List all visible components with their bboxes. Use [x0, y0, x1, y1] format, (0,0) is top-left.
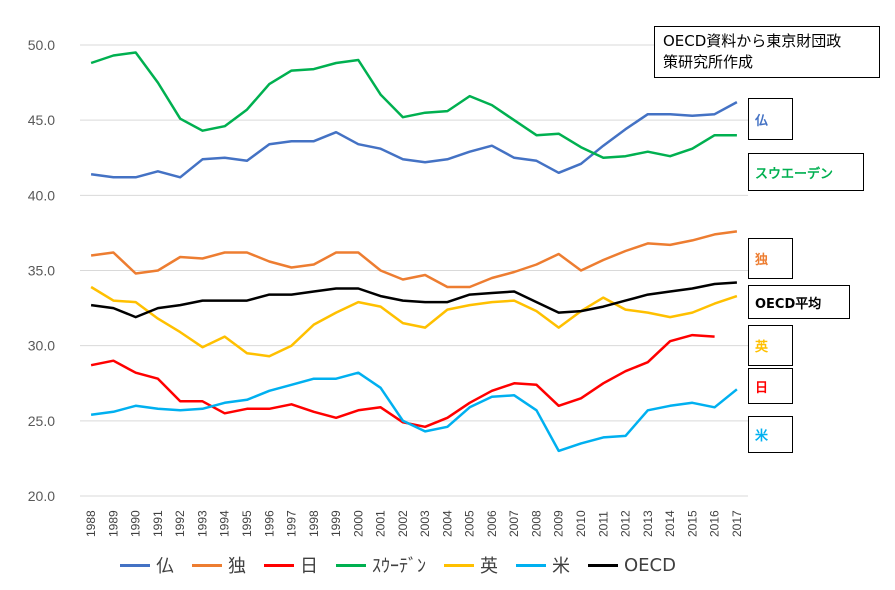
legend-label: 日	[300, 556, 318, 577]
legend-swatch	[264, 563, 294, 567]
x-tick-label: 1999	[329, 510, 343, 537]
legend-item-uk: 英	[444, 552, 498, 578]
x-axis-ticks: 1988 1989 1990 1991 1992 1993 1994 1995 1996 1997…	[84, 510, 744, 537]
legend-label: ｽｳｰﾃﾞﾝ	[372, 556, 426, 577]
legend-swatch	[588, 563, 618, 567]
label-japan: 日	[748, 368, 793, 404]
x-tick-label: 2011	[596, 511, 610, 537]
x-tick-label: 2017	[730, 510, 744, 537]
series-line-3	[90, 51, 737, 160]
y-tick-label: 25.0	[28, 413, 55, 429]
x-tick-label: 2006	[485, 510, 499, 537]
x-tick-label: 1990	[129, 510, 143, 537]
x-tick-label: 2008	[529, 510, 543, 537]
label-france: 仏	[748, 98, 793, 140]
legend-swatch	[336, 563, 366, 567]
series-line-0	[90, 101, 738, 179]
legend-item-france: 仏	[120, 552, 174, 578]
legend-item-sweden: ｽｳｰﾃﾞﾝ	[336, 552, 426, 578]
source-note-line-1: OECD資料から東京財団政	[663, 32, 842, 50]
x-tick-label: 2001	[374, 510, 388, 537]
gridlines	[80, 44, 748, 497]
x-tick-label: 1996	[262, 510, 276, 537]
legend-label: 英	[480, 556, 498, 577]
x-tick-label: 2015	[685, 510, 699, 537]
series-line-4	[90, 285, 738, 358]
x-tick-label: 2012	[619, 510, 633, 537]
y-tick-label: 30.0	[28, 338, 55, 354]
y-tick-label: 50.0	[28, 37, 55, 53]
legend-item-oecd: OECD	[588, 555, 676, 576]
x-tick-label: 2005	[463, 510, 477, 537]
x-tick-label: 2000	[351, 510, 365, 537]
legend-swatch	[516, 563, 546, 567]
legend: 仏 独 日 ｽｳｰﾃﾞﾝ 英 米 OECD	[120, 552, 694, 578]
x-tick-label: 2014	[663, 510, 677, 537]
label-uk: 英	[748, 325, 793, 366]
x-tick-label: 2003	[418, 510, 432, 537]
label-sweden: スウエーデン	[748, 153, 864, 191]
legend-item-germany: 独	[192, 552, 246, 578]
x-tick-label: 1995	[240, 510, 254, 537]
label-oecd-average: OECD平均	[748, 285, 850, 319]
y-tick-label: 20.0	[28, 488, 55, 504]
label-germany: 独	[748, 238, 793, 279]
x-tick-label: 1993	[195, 510, 209, 537]
x-tick-label: 1994	[218, 510, 232, 537]
x-tick-label: 2007	[507, 510, 521, 537]
y-tick-label: 35.0	[28, 263, 55, 279]
legend-item-japan: 日	[264, 552, 318, 578]
legend-swatch	[444, 563, 474, 567]
y-tick-label: 40.0	[28, 187, 55, 203]
label-us: 米	[748, 416, 793, 453]
legend-label: 仏	[156, 556, 174, 577]
x-tick-label: 2004	[440, 510, 454, 537]
x-tick-label: 1997	[285, 510, 299, 537]
legend-label: 独	[228, 556, 246, 577]
x-tick-label: 1991	[151, 510, 165, 537]
legend-swatch	[192, 563, 222, 567]
legend-item-us: 米	[516, 552, 570, 578]
x-tick-label: 1989	[106, 510, 120, 537]
x-tick-label: 2010	[574, 510, 588, 537]
x-tick-label: 2002	[396, 510, 410, 537]
x-tick-label: 2016	[708, 510, 722, 537]
series-line-6	[90, 281, 737, 319]
series-line-5	[90, 371, 738, 453]
legend-swatch	[120, 563, 150, 567]
x-tick-label: 1988	[84, 510, 98, 537]
series-line-1	[90, 230, 738, 289]
legend-label: 米	[552, 556, 570, 577]
x-tick-label: 2013	[641, 510, 655, 537]
source-note: OECD資料から東京財団政 策研究所作成	[654, 26, 880, 78]
legend-label: OECD	[624, 554, 676, 576]
source-note-line-2: 策研究所作成	[663, 53, 754, 71]
series-line-2	[90, 333, 715, 429]
x-tick-label: 1998	[307, 510, 321, 537]
x-tick-label: 2009	[552, 510, 566, 537]
x-tick-label: 1992	[173, 510, 187, 537]
y-axis-ticks: 20.0 25.0 30.0 35.0 40.0 45.0 50.0	[28, 37, 55, 504]
y-tick-label: 45.0	[28, 112, 55, 128]
series-lines	[90, 51, 738, 453]
